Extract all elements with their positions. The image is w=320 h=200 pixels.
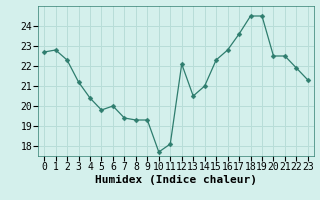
X-axis label: Humidex (Indice chaleur): Humidex (Indice chaleur) (95, 175, 257, 185)
